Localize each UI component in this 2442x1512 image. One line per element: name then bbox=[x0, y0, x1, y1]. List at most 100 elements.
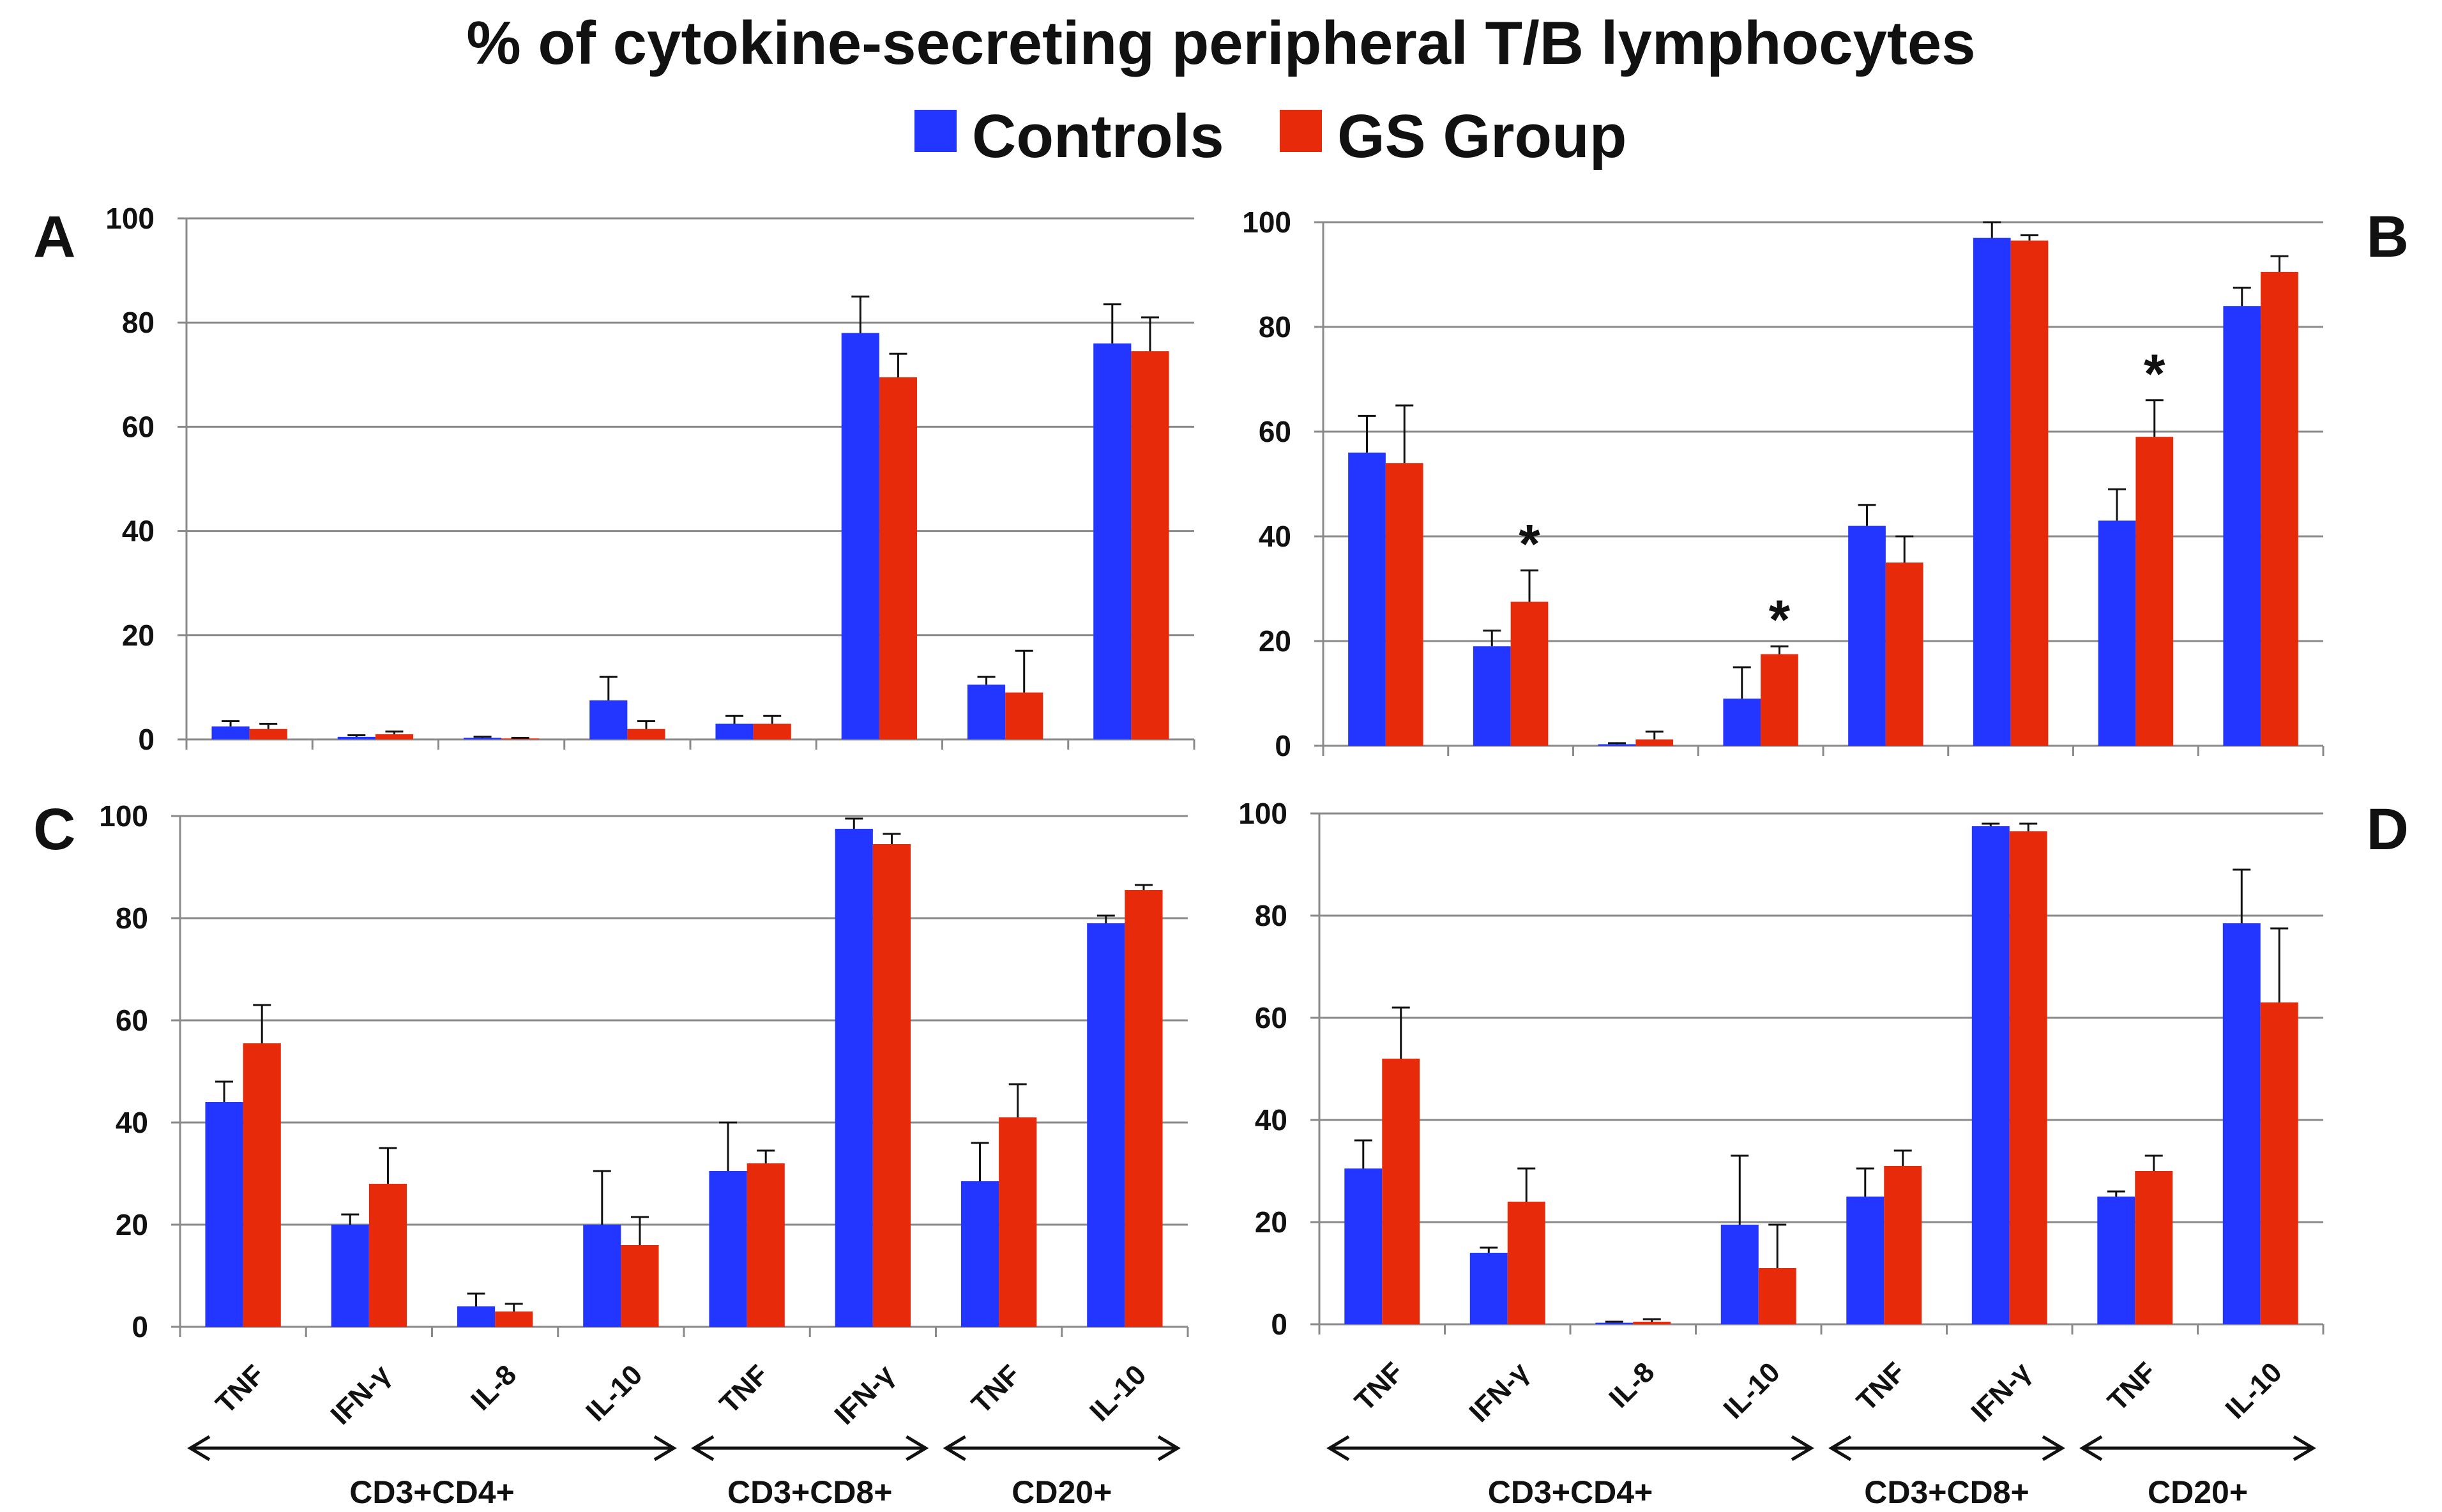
panel-label: B bbox=[2367, 204, 2409, 269]
bar-controls bbox=[1469, 1253, 1508, 1324]
group-arrow bbox=[943, 1435, 1181, 1462]
x-tick-label: IL-8 bbox=[465, 1359, 522, 1416]
bar-controls bbox=[463, 737, 502, 739]
y-tick-label: 20 bbox=[1255, 1206, 1287, 1239]
bar-gs-group bbox=[872, 844, 911, 1327]
y-tick-label: 40 bbox=[1255, 1103, 1287, 1137]
x-tick-label: IFN-γ bbox=[1463, 1356, 1535, 1428]
bar-gs-group bbox=[1510, 601, 1549, 746]
bar-controls bbox=[1848, 525, 1886, 746]
bar-controls bbox=[2223, 306, 2261, 746]
panel-label: C bbox=[33, 797, 75, 862]
significance-marker: * bbox=[2144, 344, 2165, 405]
bar-controls bbox=[1087, 923, 1125, 1327]
group-arrow bbox=[187, 1435, 677, 1462]
bar-controls bbox=[2222, 923, 2261, 1324]
group-label: CD20+ bbox=[1012, 1474, 1112, 1510]
bar-controls bbox=[205, 1102, 243, 1327]
group-arrow bbox=[1326, 1435, 1814, 1462]
bar-gs-group bbox=[495, 1312, 533, 1327]
bar-gs-group bbox=[1633, 1322, 1671, 1324]
bar-gs-group bbox=[1005, 692, 1043, 739]
bar-controls bbox=[337, 736, 375, 739]
legend-swatch-controls bbox=[914, 110, 957, 152]
y-tick-label: 0 bbox=[132, 1310, 148, 1343]
y-tick-label: 40 bbox=[116, 1106, 148, 1139]
bar-controls bbox=[457, 1306, 496, 1327]
y-tick-label: 80 bbox=[122, 306, 155, 339]
significance-marker: * bbox=[1769, 589, 1791, 651]
legend: Controls GS Group bbox=[914, 102, 1627, 170]
bar-controls bbox=[589, 700, 628, 739]
panels: A 0 20 40 60 80 100 B 0 20 40 60 80 100 * * * C 0 20 40 60 80 1… bbox=[33, 202, 2409, 1510]
bar-gs-group bbox=[1125, 890, 1163, 1327]
bar-controls bbox=[1595, 1322, 1634, 1324]
y-tick-label: 60 bbox=[116, 1004, 148, 1037]
x-tick-label: TNF bbox=[966, 1359, 1026, 1419]
panel-c: C 0 20 40 60 80 100 TNF IFN-γ IL-8 IL-10 TNF IFN-γ TN… bbox=[33, 797, 1189, 1510]
bar-gs-group bbox=[1385, 463, 1423, 746]
bar-controls bbox=[1973, 238, 2011, 746]
bar-controls bbox=[1598, 744, 1636, 746]
x-tick-label: IL-8 bbox=[1603, 1356, 1660, 1414]
y-tick-label: 80 bbox=[1255, 899, 1287, 932]
bar-gs-group bbox=[2009, 831, 2047, 1324]
x-tick-label: TNF bbox=[2102, 1356, 2162, 1417]
x-tick-label: IFN-γ bbox=[1965, 1356, 2037, 1428]
x-tick-label: TNF bbox=[714, 1359, 775, 1419]
bar-gs-group bbox=[1507, 1202, 1545, 1324]
bar-controls bbox=[2098, 520, 2136, 746]
bar-gs-group bbox=[368, 1184, 407, 1327]
group-arrow bbox=[1828, 1435, 2065, 1462]
bar-gs-group bbox=[999, 1117, 1037, 1327]
x-tick-label: IL-10 bbox=[2220, 1356, 2288, 1425]
x-tick-label: IL-10 bbox=[1084, 1359, 1152, 1427]
panel-label: D bbox=[2367, 797, 2409, 862]
bar-controls bbox=[1093, 343, 1132, 739]
group-label: CD3+CD8+ bbox=[727, 1474, 892, 1510]
bar-controls bbox=[960, 1181, 999, 1327]
bar-controls bbox=[1344, 1168, 1383, 1324]
y-tick-label: 60 bbox=[122, 410, 155, 443]
y-tick-label: 0 bbox=[138, 723, 155, 756]
y-tick-label: 100 bbox=[1242, 206, 1291, 239]
bar-gs-group bbox=[621, 1245, 659, 1327]
x-tick-label: TNF bbox=[1349, 1356, 1409, 1417]
bar-gs-group bbox=[2261, 271, 2298, 746]
bar-controls bbox=[211, 726, 250, 739]
bar-controls bbox=[1723, 699, 1761, 746]
panel-d: D 0 20 40 60 80 100 TNF IFN-γ IL-8 IL-10 TNF IFN-γ TN… bbox=[1238, 797, 2409, 1510]
bar-controls bbox=[2097, 1197, 2135, 1324]
x-tick-label: IFN-γ bbox=[325, 1359, 397, 1431]
bar-gs-group bbox=[2135, 1171, 2173, 1324]
bar-controls bbox=[835, 829, 873, 1327]
legend-swatch-gs-group bbox=[1280, 110, 1322, 152]
bar-gs-group bbox=[753, 723, 791, 739]
panel-b: B 0 20 40 60 80 100 * * * bbox=[1242, 204, 2409, 762]
bar-gs-group bbox=[1885, 563, 1923, 746]
bar-gs-group bbox=[375, 734, 414, 739]
bar-controls bbox=[1473, 646, 1511, 746]
bar-gs-group bbox=[2260, 1002, 2298, 1324]
y-tick-label: 100 bbox=[1238, 797, 1287, 830]
bar-gs-group bbox=[249, 729, 287, 739]
significance-marker: * bbox=[1519, 513, 1540, 575]
y-tick-label: 20 bbox=[1259, 624, 1291, 658]
y-tick-label: 80 bbox=[1259, 310, 1291, 344]
bar-gs-group bbox=[2010, 240, 2049, 746]
y-tick-label: 80 bbox=[116, 902, 148, 935]
panel-a: A 0 20 40 60 80 100 bbox=[33, 202, 1195, 756]
y-tick-label: 40 bbox=[122, 515, 155, 548]
x-tick-label: IFN-γ bbox=[829, 1359, 901, 1431]
bar-controls bbox=[841, 333, 879, 739]
y-tick-label: 60 bbox=[1259, 415, 1291, 448]
bar-controls bbox=[1720, 1225, 1759, 1324]
group-label: CD3+CD4+ bbox=[1488, 1474, 1653, 1510]
bar-controls bbox=[331, 1225, 369, 1327]
y-tick-label: 40 bbox=[1259, 520, 1291, 553]
bar-gs-group bbox=[1131, 351, 1169, 739]
bar-gs-group bbox=[1758, 1268, 1796, 1324]
x-tick-label: TNF bbox=[210, 1359, 271, 1419]
y-tick-label: 0 bbox=[1275, 729, 1291, 762]
